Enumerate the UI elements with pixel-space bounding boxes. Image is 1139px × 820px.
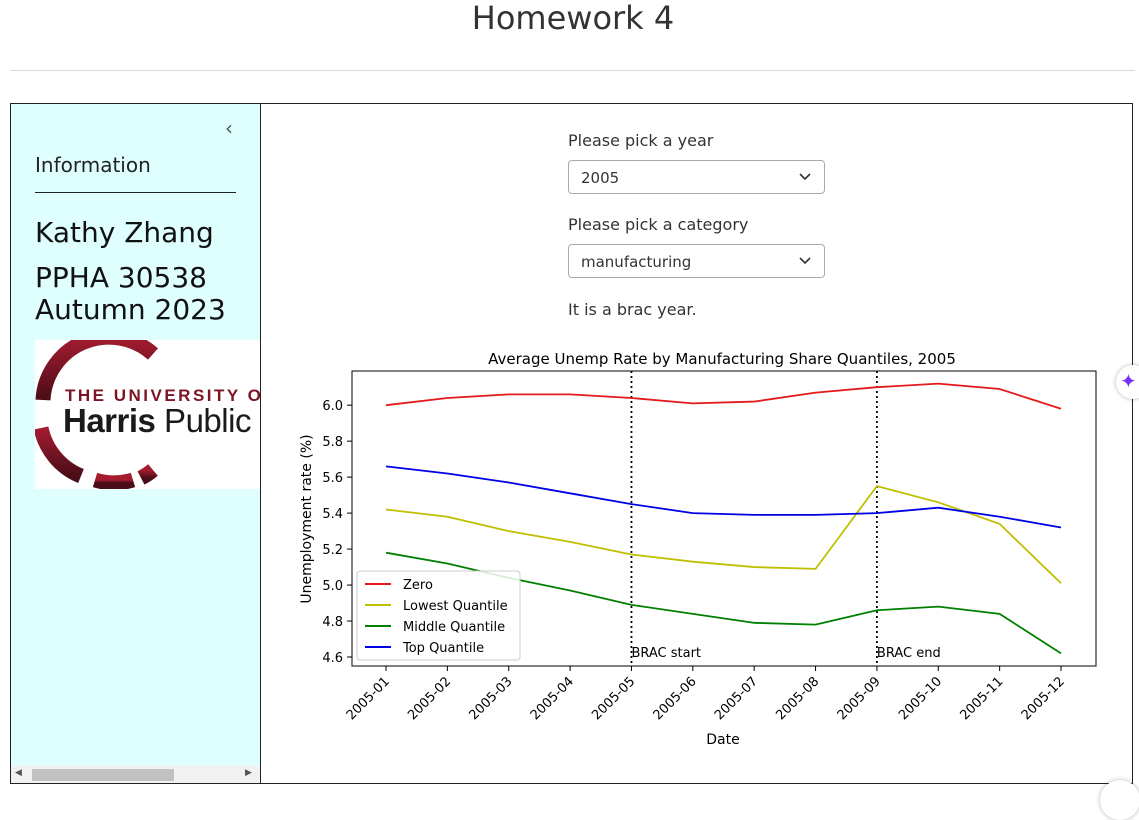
course-term: Autumn 2023: [35, 293, 226, 326]
year-select[interactable]: 2005: [568, 160, 825, 194]
chevron-down-icon: [799, 173, 811, 181]
legend-label: Zero: [403, 578, 433, 593]
course-info: PPHA 30538 Autumn 2023: [35, 262, 255, 326]
x-tick-label: 2005-07: [712, 674, 761, 723]
scroll-left-icon[interactable]: ◀: [15, 768, 22, 778]
year-label: Please pick a year: [568, 131, 714, 150]
category-select-value: manufacturing: [581, 253, 692, 271]
main-panel: Please pick a year 2005 Please pick a ca…: [261, 104, 1132, 783]
category-label: Please pick a category: [568, 215, 749, 234]
chart-legend: Zero Lowest Quantile Middle Quantile Top Qu…: [356, 570, 521, 661]
x-tick-label: 2005-08: [773, 674, 822, 723]
year-select-value: 2005: [581, 169, 620, 187]
category-select[interactable]: manufacturing: [568, 244, 825, 278]
y-tick-label: 4.6: [322, 651, 343, 666]
y-tick-label: 5.4: [322, 507, 343, 522]
y-tick-label: 5.6: [322, 471, 343, 486]
legend-box: [356, 570, 521, 661]
x-tick-label: 2005-09: [835, 674, 884, 723]
sidebar-horizontal-scrollbar[interactable]: ◀ ▶: [11, 766, 260, 783]
sidebar: ‹ Information Kathy Zhang PPHA 30538 Aut…: [11, 104, 261, 783]
page-title: Homework 4: [471, 0, 675, 37]
author-name: Kathy Zhang: [35, 216, 214, 249]
title-divider: [10, 70, 1135, 71]
plot-area: [351, 370, 1097, 667]
scroll-right-icon[interactable]: ▶: [245, 768, 252, 778]
series-line: [385, 485, 1062, 584]
legend-label: Middle Quantile: [403, 620, 505, 635]
x-tick-label: 2005-04: [528, 674, 577, 723]
corner-widget[interactable]: [1100, 780, 1139, 820]
sidebar-heading: Information: [35, 153, 151, 177]
logo-university-text: THE UNIVERSITY O: [65, 386, 261, 405]
x-axis-label: Date: [706, 732, 739, 748]
series-line: [385, 382, 1062, 410]
series-line: [385, 465, 1062, 529]
sparkle-icon: ✦: [1120, 369, 1137, 393]
y-tick-label: 5.2: [322, 543, 343, 558]
y-tick-label: 5.8: [322, 435, 343, 450]
sidebar-divider: [35, 192, 236, 193]
unemployment-line-chart: Average Unemp Rate by Manufacturing Shar…: [299, 350, 1097, 748]
y-axis-label: Unemployment rate (%): [299, 434, 315, 603]
app-frame: ‹ Information Kathy Zhang PPHA 30538 Aut…: [10, 103, 1133, 784]
logo-ring-icon: [35, 340, 159, 489]
brac-marker-label: BRAC end: [877, 646, 941, 661]
logo-school-text: Harris Public: [63, 402, 251, 439]
chevron-down-icon: [799, 257, 811, 265]
x-tick-label: 2005-05: [589, 674, 638, 723]
chevron-left-icon[interactable]: ‹: [225, 116, 233, 140]
x-tick-label: 2005-03: [467, 674, 516, 723]
y-tick-label: 5.0: [322, 579, 343, 594]
x-tick-label: 2005-12: [1019, 674, 1068, 723]
legend-label: Lowest Quantile: [403, 599, 508, 614]
y-tick-label: 6.0: [322, 399, 343, 414]
harris-logo: THE UNIVERSITY O Harris Public: [35, 340, 261, 489]
course-code: PPHA 30538: [35, 261, 207, 294]
y-tick-label: 4.8: [322, 615, 343, 630]
chart-title: Average Unemp Rate by Manufacturing Shar…: [488, 350, 956, 368]
legend-label: Top Quantile: [402, 641, 484, 656]
x-tick-label: 2005-06: [651, 674, 700, 723]
brac-status: It is a brac year.: [568, 300, 697, 319]
assistant-badge[interactable]: ✦: [1116, 365, 1139, 399]
x-tick-label: 2005-10: [896, 674, 945, 723]
x-tick-label: 2005-11: [957, 674, 1006, 723]
brac-marker-label: BRAC start: [631, 646, 701, 661]
x-tick-label: 2005-01: [344, 674, 393, 723]
x-tick-label: 2005-02: [405, 674, 454, 723]
scrollbar-thumb[interactable]: [32, 769, 174, 781]
